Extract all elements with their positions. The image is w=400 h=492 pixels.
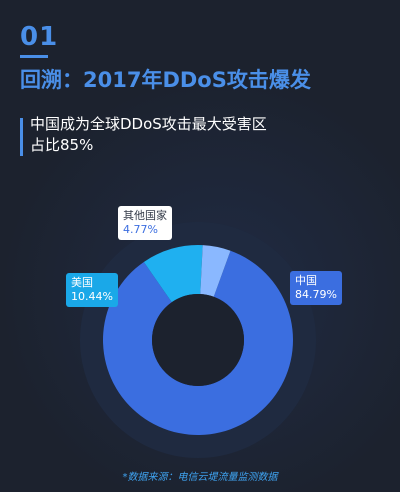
label-usa-value: 10.44% (71, 290, 113, 303)
subtitle-line-2: 占比85% (30, 136, 94, 154)
label-china-value: 84.79% (295, 288, 337, 301)
donut-hole (152, 294, 244, 386)
label-other-countries: 其他国家 4.77% (118, 206, 172, 240)
donut-slices (103, 244, 293, 436)
slice-usa (143, 244, 203, 303)
data-source: *数据来源：电信云堤流量监测数据 (122, 472, 278, 483)
slice-other-countries (200, 245, 231, 297)
label-china-name: 中国 (295, 274, 317, 287)
label-other-name: 其他国家 (123, 209, 167, 222)
slice-china (103, 250, 293, 436)
subtitle-line-1: 中国成为全球DDoS攻击最大受害区 (30, 115, 267, 133)
label-usa: 美国 10.44% (66, 273, 118, 307)
page-title: 回溯：2017年DDoS攻击爆发 (20, 68, 311, 92)
label-other-value: 4.77% (123, 223, 158, 236)
subtitle-accent-bar (20, 118, 23, 156)
section-number: 01 (20, 22, 59, 52)
subtitle: 中国成为全球DDoS攻击最大受害区 占比85% (30, 114, 267, 156)
label-usa-name: 美国 (71, 276, 93, 289)
section-number-underline (20, 55, 48, 58)
label-china: 中国 84.79% (290, 271, 342, 305)
